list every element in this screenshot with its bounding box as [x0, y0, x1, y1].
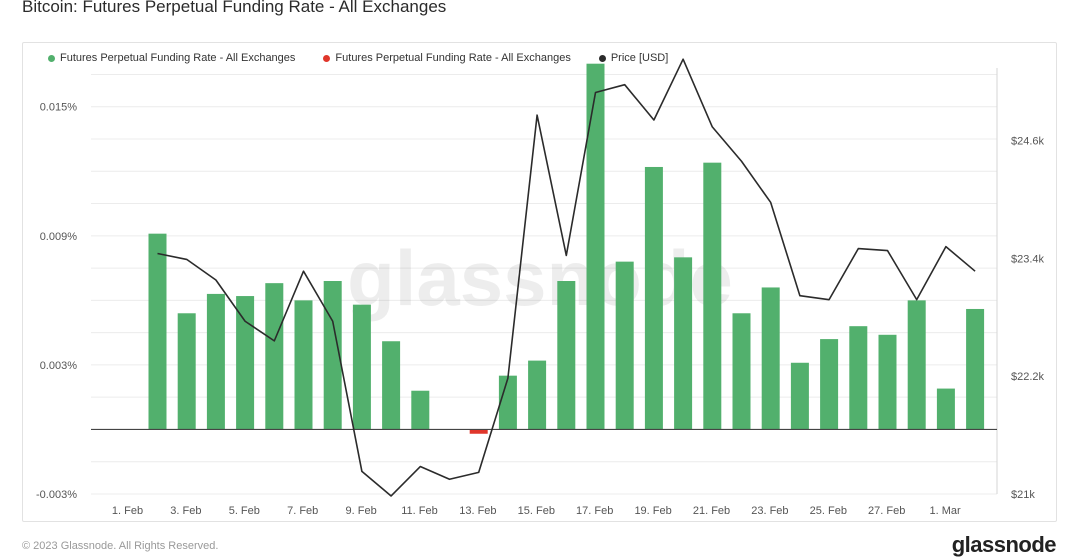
legend-label: Futures Perpetual Funding Rate - All Exc…: [60, 52, 296, 64]
funding-rate-bar: [382, 341, 401, 430]
x-tick-label: 1. Feb: [112, 505, 143, 517]
legend-dot-red: [323, 54, 331, 62]
x-tick-label: 9. Feb: [346, 505, 377, 517]
chart-legend: Futures Perpetual Funding Rate - All Exc…: [48, 52, 668, 64]
x-tick-label: 1. Mar: [930, 505, 962, 517]
chart-panel: [22, 42, 1057, 522]
funding-rate-bar: [265, 283, 284, 430]
funding-rate-bar: [936, 388, 955, 430]
y-left-tick-label: 0.009%: [40, 231, 78, 243]
x-tick-label: 19. Feb: [634, 505, 671, 517]
chart-title: Bitcoin: Futures Perpetual Funding Rate …: [22, 0, 447, 16]
legend-label: Futures Perpetual Funding Rate - All Exc…: [335, 52, 571, 64]
x-tick-label: 21. Feb: [693, 505, 730, 517]
legend-item-price[interactable]: Price [USD]: [598, 52, 669, 64]
funding-rate-bar: [323, 281, 342, 430]
x-tick-label: 17. Feb: [576, 505, 613, 517]
legend-dot-black: [598, 54, 606, 62]
funding-rate-bar: [557, 281, 576, 430]
funding-rate-bar: [411, 390, 430, 430]
x-tick-label: 25. Feb: [810, 505, 847, 517]
funding-rate-bar: [790, 362, 809, 430]
y-left-tick-label: 0.003%: [40, 360, 78, 372]
funding-rate-bar: [878, 334, 897, 430]
funding-rate-bar: [294, 300, 313, 430]
funding-rate-bar: [644, 166, 663, 430]
funding-rate-bar: [177, 313, 196, 430]
x-tick-label: 3. Feb: [170, 505, 201, 517]
x-tick-label: 13. Feb: [459, 505, 496, 517]
funding-rate-bar: [820, 339, 839, 430]
y-left-tick-label: -0.003%: [36, 489, 77, 501]
x-tick-label: 5. Feb: [229, 505, 260, 517]
x-tick-label: 27. Feb: [868, 505, 905, 517]
funding-rate-bar: [206, 293, 225, 430]
funding-rate-bar: [966, 308, 985, 430]
x-tick-label: 23. Feb: [751, 505, 788, 517]
funding-rate-bar: [907, 300, 926, 430]
funding-rate-bar: [849, 326, 868, 430]
funding-rate-bar: [352, 304, 371, 430]
funding-rate-bar: [469, 429, 488, 434]
y-right-tick-label: $22.2k: [1011, 371, 1045, 383]
funding-rate-bar: [761, 287, 780, 430]
glassnode-logo: glassnode: [951, 532, 1057, 557]
copyright-text: © 2023 Glassnode. All Rights Reserved.: [22, 540, 219, 552]
y-right-tick-label: $24.6k: [1011, 136, 1045, 148]
legend-item-funding-positive[interactable]: Futures Perpetual Funding Rate - All Exc…: [48, 52, 295, 64]
y-right-tick-label: $23.4k: [1011, 253, 1045, 265]
y-left-tick-label: 0.015%: [40, 102, 78, 114]
funding-rate-bar: [586, 63, 605, 430]
funding-rate-bar: [732, 313, 751, 430]
x-tick-label: 15. Feb: [518, 505, 555, 517]
legend-item-funding-negative[interactable]: Futures Perpetual Funding Rate - All Exc…: [323, 52, 571, 64]
x-tick-label: 7. Feb: [287, 505, 318, 517]
x-tick-label: 11. Feb: [401, 505, 438, 517]
funding-rate-bar: [674, 257, 693, 430]
y-right-tick-label: $21k: [1011, 489, 1035, 501]
legend-dot-green: [48, 54, 55, 62]
funding-rate-bar: [148, 233, 167, 430]
watermark: glassnode: [347, 234, 733, 322]
funding-rate-bar: [528, 360, 547, 430]
price-line: [157, 58, 976, 497]
funding-rate-bar: [236, 296, 255, 430]
funding-rate-bar: [498, 375, 517, 430]
funding-rate-bar: [615, 261, 634, 430]
legend-label: Price [USD]: [610, 52, 669, 64]
funding-rate-bar: [703, 162, 722, 430]
